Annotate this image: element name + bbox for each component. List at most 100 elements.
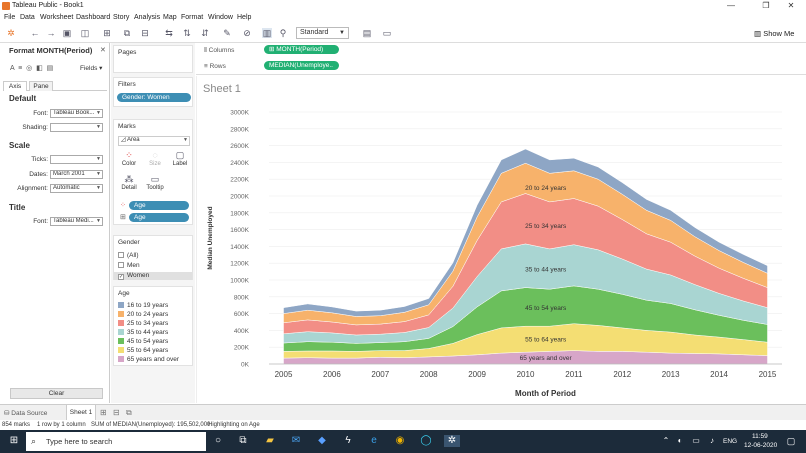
new-dashboard-icon[interactable]: ⊟ — [113, 408, 120, 417]
language-indicator[interactable]: ENG — [723, 438, 738, 445]
menu-map[interactable]: Map — [163, 14, 177, 21]
file-explorer-icon[interactable]: ▰ — [266, 435, 274, 446]
dropbox-icon[interactable]: ◆ — [318, 435, 326, 446]
ticks-select[interactable]: ▼ — [50, 155, 103, 164]
menu-dashboard[interactable]: Dashboard — [76, 14, 111, 21]
checkbox[interactable] — [118, 252, 124, 258]
show-me-button[interactable]: ▥ Show Me — [754, 29, 795, 38]
save-icon[interactable]: ▣ — [62, 28, 72, 38]
group-icon[interactable]: ⊘ — [243, 28, 251, 38]
new-story-icon[interactable]: ⧉ — [126, 408, 132, 417]
filter-pill-gender[interactable]: Gender: Women — [117, 93, 191, 102]
tableau-taskbar-icon[interactable]: ✲ — [444, 435, 460, 447]
format-icons[interactable]: A ≡ ◎ ◧ ▤ — [10, 65, 54, 72]
dates-label: Dates: — [29, 171, 48, 178]
maximize-icon[interactable]: ❐ — [762, 1, 770, 10]
checkbox[interactable] — [118, 262, 124, 268]
clear-sheet-icon[interactable]: ⊟ — [141, 28, 149, 38]
presentation-icon[interactable]: ▭ — [382, 28, 392, 38]
tooltip-button[interactable]: ▭ Tooltip — [144, 174, 166, 194]
clock-date[interactable]: 12-06-2020 — [744, 442, 778, 449]
menu-format[interactable]: Format — [181, 14, 204, 21]
sheet1-tab[interactable]: Sheet 1 — [66, 405, 96, 420]
shading-select[interactable]: ▼ — [50, 123, 103, 132]
legend-item[interactable]: 20 to 24 years — [118, 311, 168, 318]
fields-dropdown[interactable]: Fields ▾ — [80, 65, 103, 72]
duplicate-icon[interactable]: ⧉ — [123, 28, 131, 38]
new-datasource-icon[interactable]: ◫ — [80, 28, 90, 38]
data-source-tab[interactable]: ⛁ Data Source — [4, 410, 48, 417]
legend-item[interactable]: 35 to 44 years — [118, 329, 168, 336]
task-view-icon[interactable]: ⧉ — [239, 435, 247, 446]
dates-select[interactable]: March 2001 ▼ — [50, 170, 103, 179]
network-icon[interactable]: ◐ — [677, 436, 683, 445]
sort-asc-icon[interactable]: ⇅ — [183, 28, 191, 38]
menu-story[interactable]: Story — [113, 14, 130, 21]
chart-type-icon[interactable]: ▤ — [362, 28, 372, 38]
sort-desc-icon[interactable]: ⇵ — [201, 28, 209, 38]
checkbox-checked[interactable]: ✓ — [118, 274, 124, 280]
menu-worksheet[interactable]: Worksheet — [40, 14, 74, 21]
chevron-up-icon[interactable]: ⌃ — [662, 436, 670, 445]
edge-icon[interactable]: e — [371, 435, 377, 446]
close-icon[interactable]: ✕ — [787, 1, 795, 10]
menu-window[interactable]: Window — [208, 14, 233, 21]
mark-type-select[interactable]: ◿ Area ▼ — [118, 136, 190, 146]
close-icon[interactable]: ✕ — [100, 47, 106, 54]
redo-icon[interactable]: → — [46, 28, 56, 38]
marks-pill-age-color[interactable]: Age — [129, 201, 189, 210]
new-worksheet-icon[interactable]: ⊞ — [103, 28, 111, 38]
legend-item[interactable]: 25 to 34 years — [118, 320, 168, 327]
font-select[interactable]: Tableau Book... ▼ — [50, 109, 103, 118]
sheet-title[interactable]: Sheet 1 — [203, 83, 241, 95]
gender-option-men[interactable]: Men — [118, 262, 140, 269]
rows-pill[interactable]: MEDIAN(Unemploye.. — [264, 61, 339, 70]
swap-icon[interactable]: ⇆ — [165, 28, 173, 38]
pages-card[interactable]: Pages — [113, 45, 193, 73]
cortana-icon[interactable]: ○ — [214, 435, 222, 446]
gender-option-all[interactable]: (All) — [118, 252, 139, 259]
tab-axis[interactable]: Axis — [3, 81, 27, 91]
tableau-icon[interactable]: ✲ — [7, 28, 15, 38]
filters-card[interactable]: Filters Gender: Women — [113, 77, 193, 107]
title-font-select[interactable]: Tableau Medi... ▼ — [50, 217, 103, 226]
clear-button[interactable]: Clear — [10, 388, 103, 399]
legend-item[interactable]: 65 years and over — [118, 356, 179, 363]
size-button[interactable]: ◌ Size — [144, 150, 166, 170]
alignment-select[interactable]: Automatic ▼ — [50, 184, 103, 193]
notifications-icon[interactable]: ▢ — [786, 436, 796, 446]
chrome-icon[interactable]: ◉ — [395, 435, 405, 446]
mail-icon[interactable]: ✉ — [291, 435, 301, 446]
detail-button[interactable]: ⁂ Detail — [118, 174, 140, 194]
battery-icon[interactable]: ▭ — [692, 436, 700, 445]
format-pane-title: Format MONTH(Period) — [9, 46, 93, 55]
marks-pill-age-detail[interactable]: Age — [129, 213, 189, 222]
gender-option-women[interactable]: ✓ Women — [114, 272, 192, 280]
legend-item[interactable]: 55 to 64 years — [118, 347, 168, 354]
marks-card-title: Marks — [118, 123, 136, 130]
highlight-icon[interactable]: ✎ — [223, 28, 231, 38]
cortana-ring-icon[interactable]: ◯ — [420, 435, 432, 446]
menu-data[interactable]: Data — [20, 14, 35, 21]
menu-analysis[interactable]: Analysis — [134, 14, 161, 21]
columns-pill[interactable]: ⊞ MONTH(Period) — [264, 45, 339, 54]
app-icon[interactable]: ϟ — [345, 435, 351, 446]
label-button[interactable]: ▢ Label — [169, 150, 191, 170]
clock-time[interactable]: 11:59 — [752, 433, 768, 440]
fit-select[interactable]: Standard ▼ — [296, 27, 349, 39]
labels-icon[interactable]: ▥ — [262, 28, 272, 38]
menu-file[interactable]: File — [4, 14, 16, 21]
windows-start-icon[interactable]: ⊞ — [9, 435, 19, 446]
undo-icon[interactable]: ← — [30, 28, 40, 38]
tab-pane[interactable]: Pane — [29, 81, 53, 91]
taskbar-search-input[interactable]: ⌕ Type here to search — [26, 432, 206, 451]
legend-item[interactable]: 16 to 19 years — [118, 302, 168, 309]
new-worksheet-icon[interactable]: ⊞ — [100, 408, 107, 417]
fix-axes-icon[interactable]: ⚲ — [279, 28, 287, 38]
minimize-icon[interactable]: — — [727, 1, 735, 10]
legend-item[interactable]: 45 to 54 years — [118, 338, 168, 345]
color-button[interactable]: ⁘ Color — [118, 150, 140, 170]
series-label: 35 to 44 years — [525, 267, 567, 274]
menu-help[interactable]: Help — [237, 14, 252, 21]
volume-icon[interactable]: ♪ — [710, 436, 714, 445]
